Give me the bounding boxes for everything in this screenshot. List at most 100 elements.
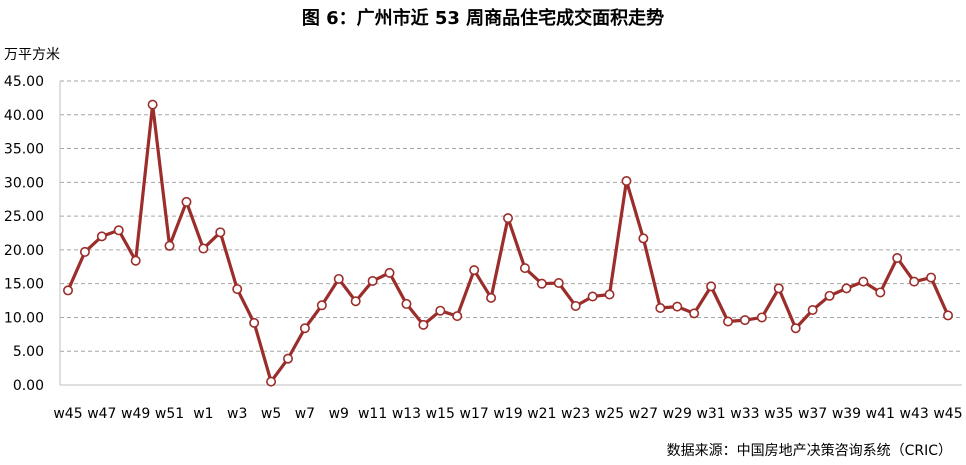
x-tick-label: w51 [155,406,184,422]
data-point [892,252,903,263]
data-point [926,272,937,283]
data-point [841,283,852,294]
data-point [316,300,327,311]
data-point [722,316,733,327]
x-tick-label: w15 [426,406,455,422]
data-point [367,275,378,286]
x-tick-label: w19 [493,406,522,422]
x-tick-label: w37 [798,406,827,422]
x-tick-label: w39 [832,406,861,422]
data-point [553,277,564,288]
data-point [519,263,530,274]
x-tick-label: w27 [629,406,658,422]
data-point [384,267,395,278]
data-point [198,243,209,254]
data-point [909,276,920,287]
x-tick-label: w9 [329,406,349,422]
x-tick-label: w41 [866,406,895,422]
y-axis-unit-label: 万平方米 [4,47,60,63]
data-point [486,292,497,303]
data-point [350,296,361,307]
x-tick-label: w29 [663,406,692,422]
x-tick-label: w35 [764,406,793,422]
data-point [333,273,344,284]
x-tick-label: w1 [193,406,213,422]
y-tick-label: 10.00 [4,310,44,326]
data-point [858,276,869,287]
data-point [672,301,683,312]
data-point [282,353,293,364]
data-point [942,310,953,321]
data-point [215,227,226,238]
data-point [113,225,124,236]
series-line-group [66,103,950,384]
data-point [536,278,547,289]
data-point [604,289,615,300]
data-point [739,315,750,326]
data-point [502,213,513,224]
x-axis [59,81,962,386]
x-axis-ticks: w45 w47 w49 w51 w1 w3 w5 w7 w9 w11 w13 w15 w17 w19 w21… [53,406,962,422]
data-point [875,287,886,298]
data-point [621,175,632,186]
data-point [79,246,90,257]
data-point [706,281,717,292]
y-tick-label: 35.00 [4,142,44,158]
data-point [299,323,310,334]
x-tick-label: w25 [595,406,624,422]
y-tick-label: 40.00 [4,108,44,124]
x-tick-label: w47 [87,406,116,422]
data-point [147,99,158,110]
x-tick-label: w5 [261,406,281,422]
y-tick-label: 30.00 [4,175,44,191]
y-tick-label: 15.00 [4,277,44,293]
source-note: 数据来源：中国房地产决策咨询系统（CRIC） [666,443,952,459]
data-point [181,196,192,207]
x-tick-label: w23 [561,406,590,422]
data-point [824,290,835,301]
data-point [570,300,581,311]
y-tick-label: 5.00 [13,344,44,360]
x-tick-label: w43 [900,406,929,422]
data-point [655,302,666,313]
data-point [164,240,175,251]
data-point [452,311,463,322]
data-point [689,308,700,319]
data-point [790,323,801,334]
x-tick-label: w17 [460,406,489,422]
y-axis-ticks: 0.00 5.00 10.00 15.00 20.00 25.00 30.00 35.00 40… [4,74,44,394]
x-tick-label: w7 [295,406,315,422]
data-point [469,265,480,276]
x-tick-label: w45 [53,406,82,422]
data-point [638,233,649,244]
y-tick-label: 25.00 [4,209,44,225]
chart-title: 图 6：广州市近 53 周商品住宅成交面积走势 [301,8,665,29]
x-tick-label: w13 [392,406,421,422]
data-point [435,305,446,316]
data-point [249,317,260,328]
y-tick-label: 45.00 [4,74,44,90]
series-line [66,103,950,384]
data-point [62,285,73,296]
x-tick-label: w31 [696,406,725,422]
y-tick-label: 20.00 [4,243,44,259]
data-point [756,312,767,323]
data-point [587,291,598,302]
x-tick-label: w11 [358,406,387,422]
data-point [418,319,429,330]
data-point [96,231,107,242]
x-tick-label: w49 [121,406,150,422]
data-point [773,283,784,294]
data-point [807,305,818,316]
data-point [232,284,243,295]
x-tick-label: w45 [933,406,962,422]
gridlines [60,80,962,352]
x-tick-label: w3 [227,406,247,422]
y-tick-label: 0.00 [13,378,44,394]
data-point [130,255,141,266]
data-point [266,376,277,387]
series-markers [62,99,953,387]
x-tick-label: w21 [527,406,556,422]
data-point [401,298,412,309]
